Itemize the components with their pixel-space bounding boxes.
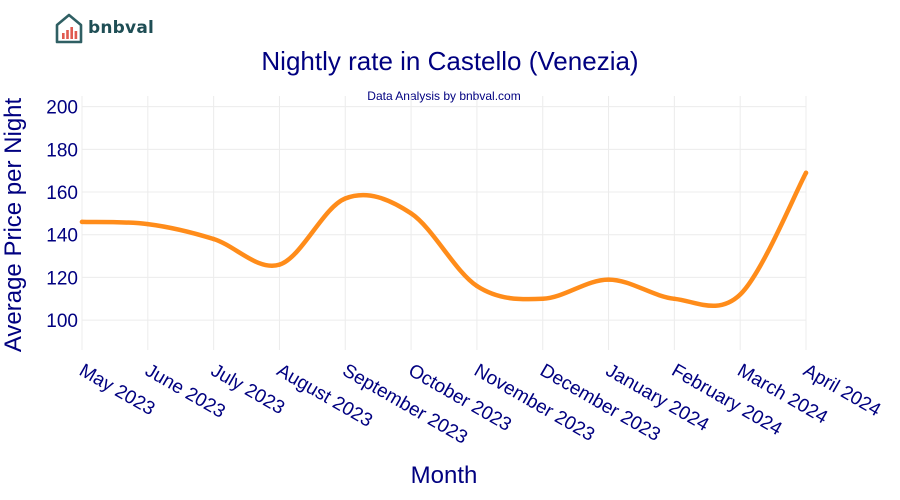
y-axis-ticks: 100 120 140 160 180 200 xyxy=(46,98,78,332)
data-point xyxy=(606,277,611,282)
y-tick-label: 140 xyxy=(46,226,78,247)
chart-title: Nightly rate in Castello (Venezia) xyxy=(261,46,638,76)
data-point xyxy=(79,219,85,225)
data-point xyxy=(803,170,809,176)
data-point xyxy=(343,196,348,201)
series-layer xyxy=(79,170,809,309)
x-axis-title: Month xyxy=(411,462,478,489)
series-line xyxy=(79,170,809,309)
house-chart-icon xyxy=(55,13,83,44)
brand-logo: bnbval xyxy=(54,12,154,44)
brand-name: bnbval xyxy=(88,18,155,38)
y-tick-label: 160 xyxy=(46,183,78,204)
x-tick-label: February 2024 xyxy=(668,360,786,440)
y-tick-label: 200 xyxy=(46,98,78,119)
data-point xyxy=(540,296,545,301)
y-tick-label: 100 xyxy=(46,311,78,332)
data-point xyxy=(737,292,743,297)
y-tick-label: 180 xyxy=(46,140,78,161)
data-point xyxy=(672,296,677,301)
gridlines xyxy=(81,96,807,350)
data-point xyxy=(277,262,282,267)
data-point xyxy=(211,236,216,242)
y-axis-title: Average Price per Night xyxy=(0,97,27,352)
data-point xyxy=(474,283,480,289)
data-point xyxy=(145,221,151,227)
chart-subtitle: Data Analysis by bnbval.com xyxy=(367,89,520,103)
y-tick-label: 120 xyxy=(46,268,78,289)
data-point xyxy=(408,211,414,216)
